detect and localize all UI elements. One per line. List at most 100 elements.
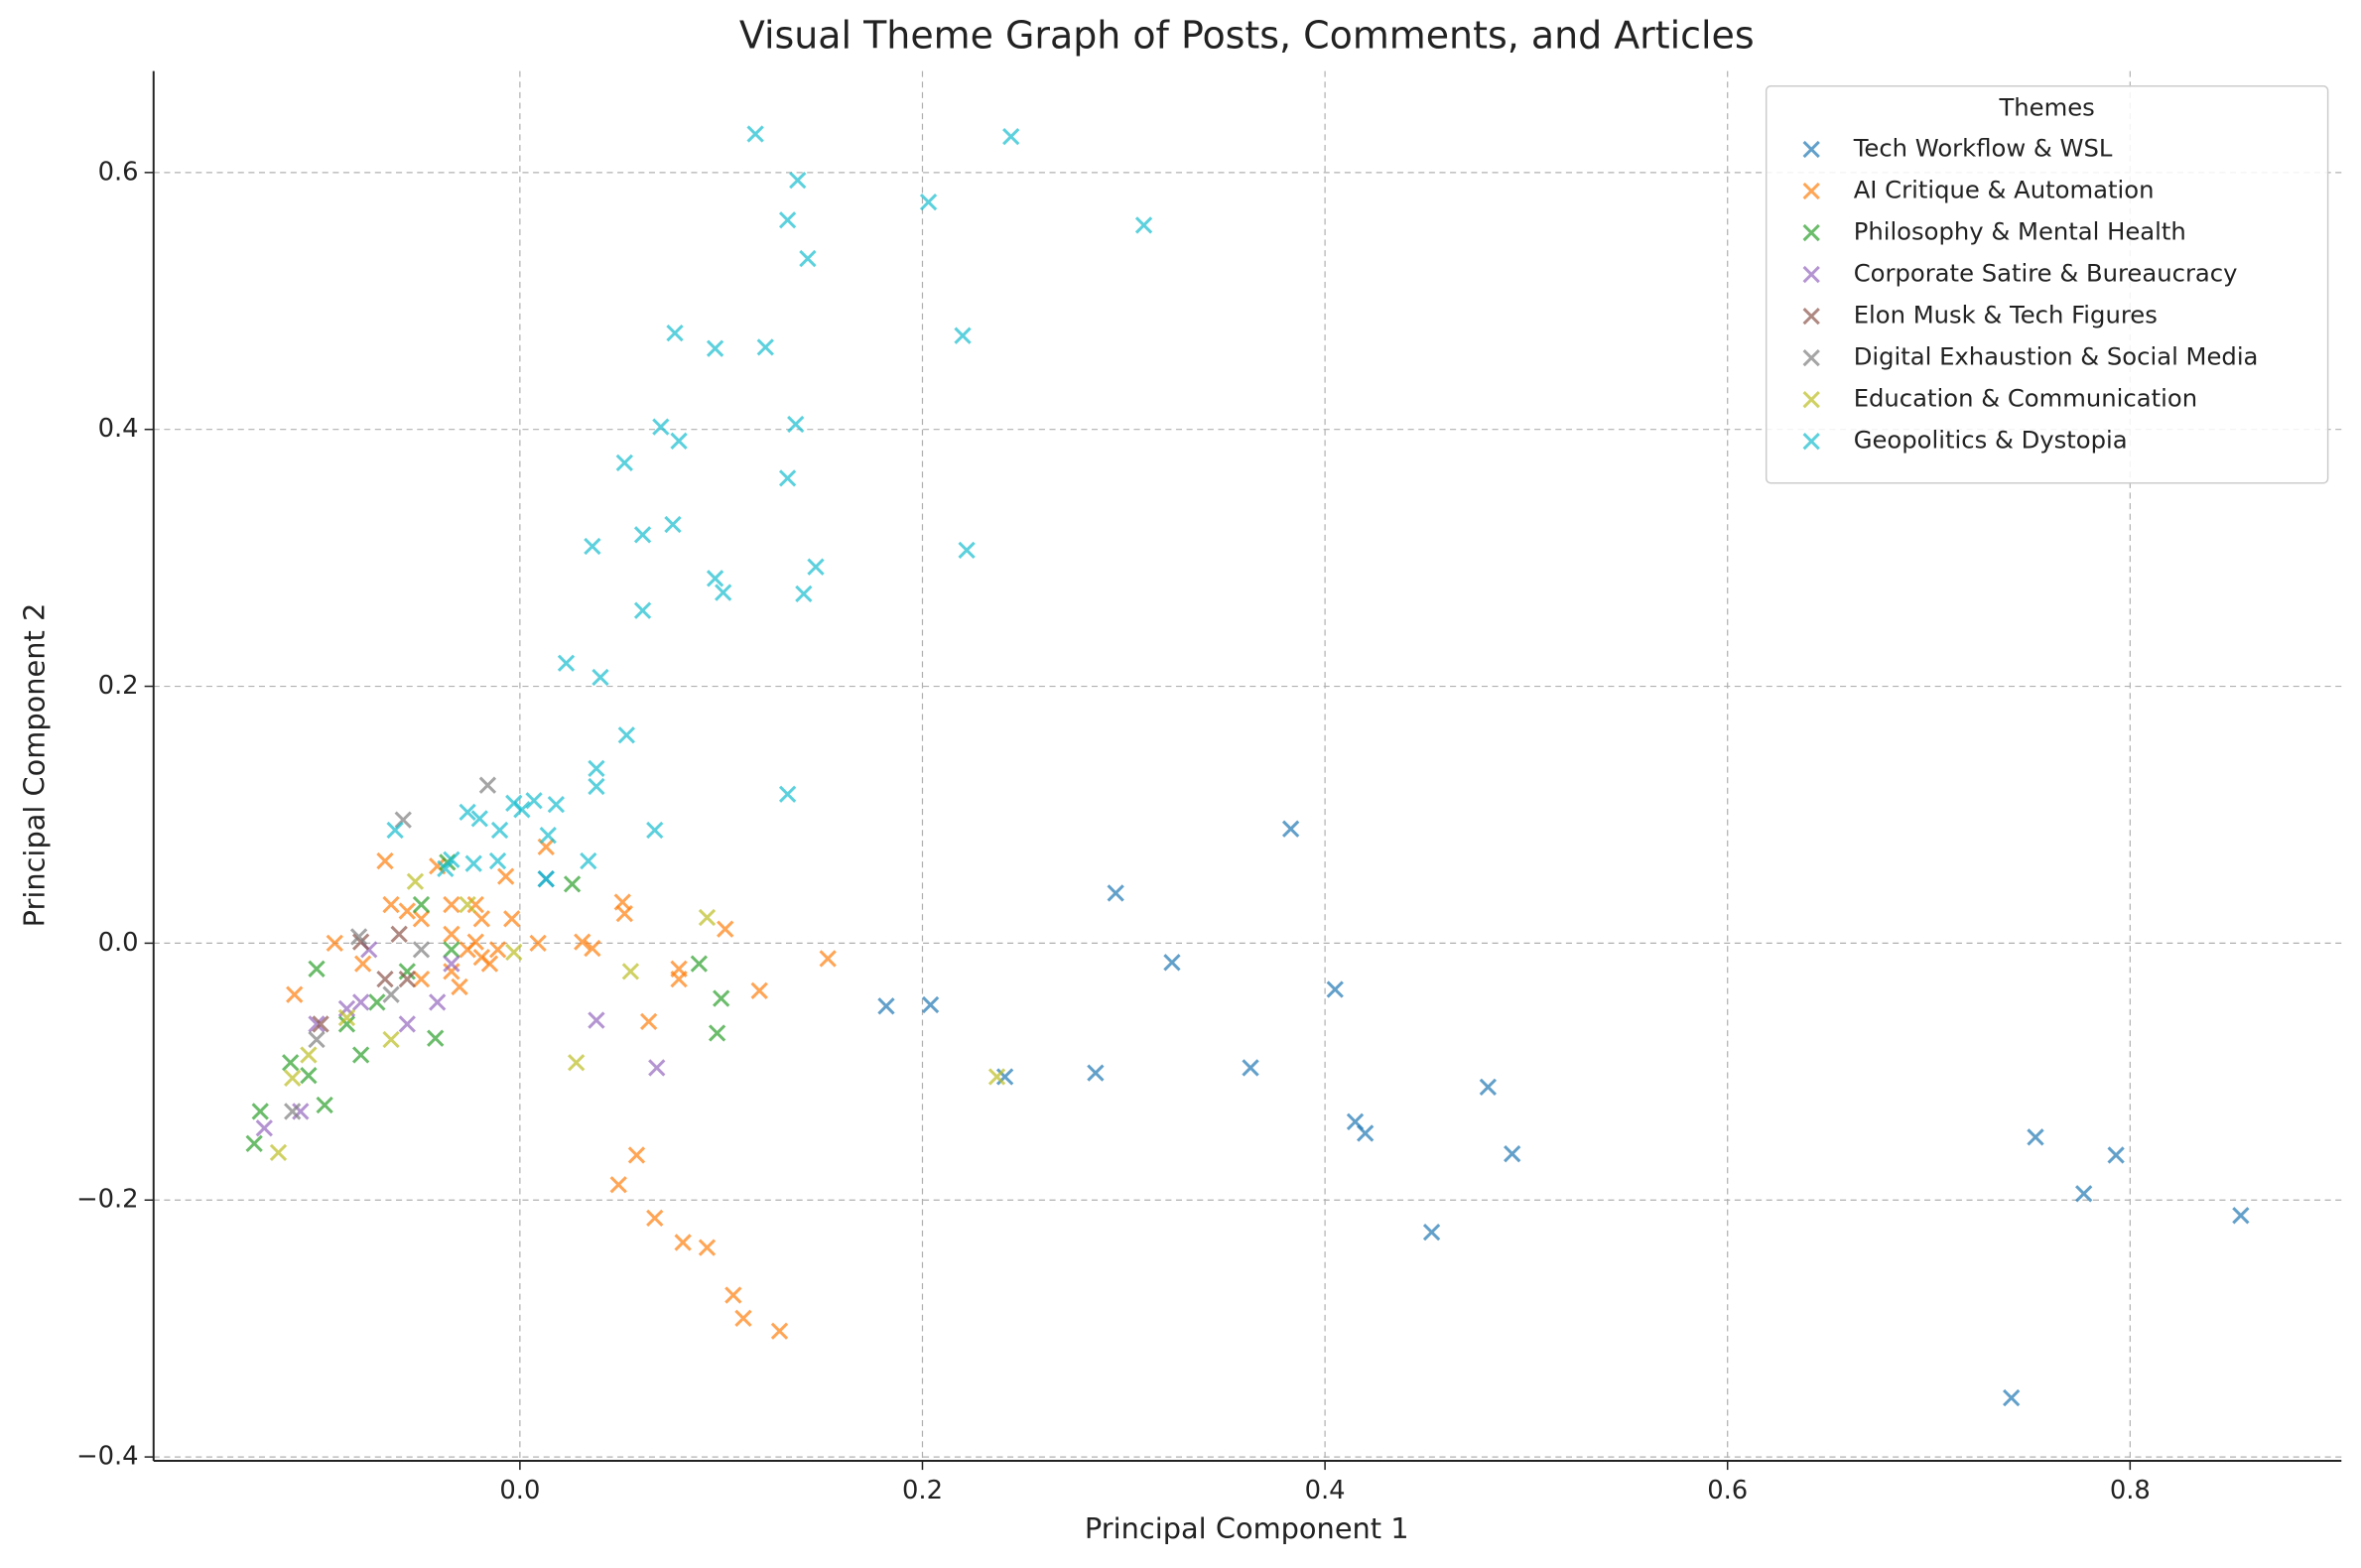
point <box>652 418 670 436</box>
point <box>470 810 488 828</box>
x-tick-label: 0.2 <box>902 1476 943 1505</box>
x-tick-label: 0.0 <box>499 1476 540 1505</box>
point <box>621 963 640 980</box>
legend-marker <box>1802 348 1820 367</box>
point <box>799 249 817 268</box>
point <box>2003 1388 2021 1407</box>
point <box>724 1286 742 1304</box>
point <box>633 526 652 544</box>
y-tick-label: 0.6 <box>98 157 139 187</box>
point <box>459 895 476 914</box>
point <box>877 997 895 1015</box>
point <box>466 895 484 914</box>
point <box>386 821 404 840</box>
point <box>698 1239 717 1256</box>
point <box>664 515 682 534</box>
y-axis-label: Principal Component 2 <box>17 603 51 928</box>
point <box>580 851 597 870</box>
point <box>1163 954 1181 972</box>
point <box>412 970 431 988</box>
point <box>398 1015 416 1033</box>
point <box>609 1176 627 1194</box>
legend-label: Geopolitics & Dystopia <box>1854 426 2128 455</box>
point <box>706 339 724 357</box>
legend-marker <box>1802 433 1820 451</box>
point <box>472 910 490 928</box>
point <box>351 933 370 951</box>
point <box>2075 1185 2093 1203</box>
legend-marker <box>1802 265 1820 284</box>
point <box>2232 1207 2250 1225</box>
point <box>1356 1124 1375 1142</box>
point <box>787 415 805 434</box>
point <box>412 895 431 914</box>
point <box>443 925 460 944</box>
point <box>480 955 499 973</box>
point <box>588 777 605 796</box>
point <box>300 1067 318 1085</box>
point <box>574 933 591 951</box>
point <box>443 955 460 973</box>
point <box>382 1030 400 1049</box>
legend-marker <box>1802 223 1820 242</box>
point <box>245 1134 263 1152</box>
point <box>349 928 368 946</box>
point <box>451 978 468 996</box>
point <box>557 654 576 672</box>
point <box>819 950 837 968</box>
point <box>255 1119 273 1137</box>
point <box>670 970 688 988</box>
point <box>282 1054 300 1072</box>
point <box>713 989 730 1007</box>
point <box>615 454 633 472</box>
point <box>376 970 394 988</box>
point <box>2107 1146 2125 1164</box>
point <box>734 1309 752 1327</box>
x-tick-label: 0.8 <box>2110 1476 2151 1505</box>
legend-marker <box>1802 307 1820 326</box>
point <box>591 668 609 687</box>
point <box>537 870 555 888</box>
point <box>284 1069 302 1087</box>
point <box>443 963 460 980</box>
x-tick-label: 0.6 <box>1707 1476 1748 1505</box>
point <box>525 792 543 810</box>
point <box>617 726 636 744</box>
point <box>770 1322 789 1340</box>
point <box>292 1103 310 1120</box>
point <box>284 1103 302 1120</box>
point <box>368 993 386 1011</box>
point <box>308 960 326 978</box>
point <box>354 955 372 973</box>
point <box>1242 1059 1259 1077</box>
point <box>919 193 938 211</box>
point <box>1134 216 1153 234</box>
point <box>588 1011 605 1029</box>
point <box>1107 884 1124 902</box>
point <box>513 801 531 819</box>
point <box>286 985 304 1003</box>
legend: Themes Tech Workflow & WSL AI Critique & A… <box>1765 85 2329 484</box>
point <box>640 1012 658 1031</box>
legend-label: Digital Exhaustion & Social Media <box>1854 342 2259 371</box>
point <box>807 558 825 576</box>
legend-label: Education & Communication <box>1854 384 2197 413</box>
x-axis-label: Principal Component 1 <box>1085 1511 1409 1545</box>
y-tick-label: 0.4 <box>98 414 139 444</box>
point <box>466 933 484 951</box>
point <box>756 338 774 356</box>
point <box>750 981 768 999</box>
point <box>954 327 972 344</box>
point <box>427 1029 445 1047</box>
point <box>690 955 709 973</box>
point <box>708 1024 726 1042</box>
legend-label: Elon Musk & Tech Figures <box>1854 301 2158 329</box>
point <box>778 469 797 487</box>
point <box>351 1046 370 1064</box>
point <box>443 850 460 868</box>
legend-label: Philosophy & Mental Health <box>1854 217 2186 246</box>
point <box>588 759 605 778</box>
point <box>406 872 425 890</box>
point <box>646 1209 664 1228</box>
point <box>1087 1064 1105 1082</box>
